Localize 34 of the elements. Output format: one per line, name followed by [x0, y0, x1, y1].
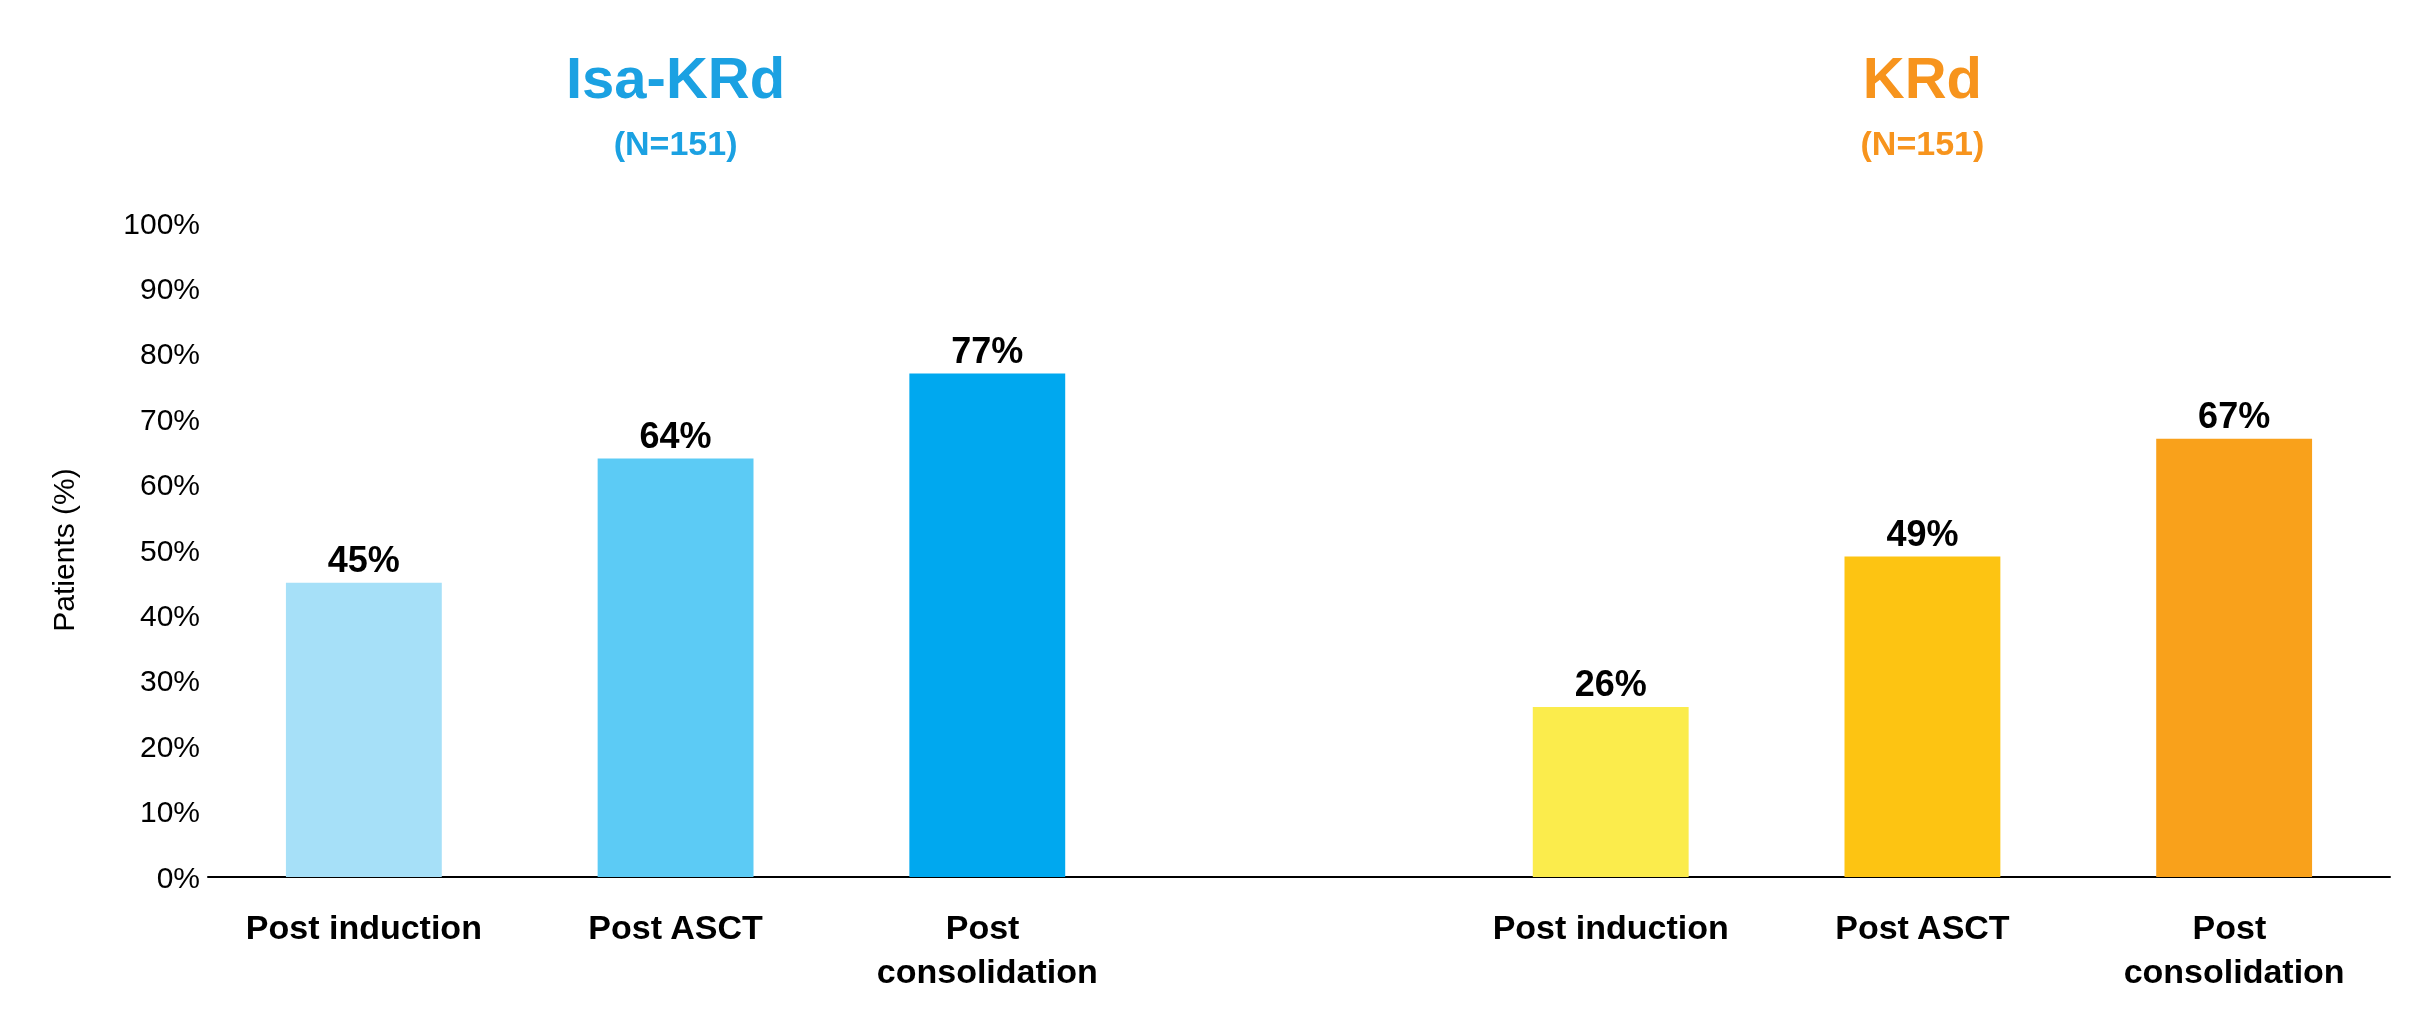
data-label: 45% — [327, 539, 400, 581]
y-tick-label: 30% — [139, 664, 200, 698]
y-tick-label: 20% — [139, 729, 200, 763]
bar — [2156, 438, 2313, 877]
x-tick-label: Post ASCT — [588, 908, 764, 946]
text: Isa-KRd — [565, 44, 786, 110]
data-label: 64% — [639, 414, 712, 456]
data-label: 26% — [1574, 663, 1647, 705]
bar — [1532, 706, 1689, 877]
x-tick-label: Post induction — [1492, 908, 1729, 946]
y-tick-label: 50% — [139, 533, 200, 567]
bar — [1844, 556, 2001, 877]
data-label: 49% — [1886, 513, 1959, 555]
bar — [285, 582, 442, 877]
y-tick-label: 80% — [139, 337, 200, 371]
data-label: 77% — [951, 329, 1024, 371]
y-tick-label: 100% — [123, 206, 200, 240]
x-tick-label: Post consolidation — [2123, 908, 2345, 990]
y-axis-title: Patients (%) — [46, 468, 80, 632]
text: (N=151) — [1860, 124, 1985, 162]
y-tick-label: 10% — [139, 795, 200, 829]
y-tick-label: 90% — [139, 271, 200, 305]
y-tick-label: 70% — [139, 402, 200, 436]
x-tick-label: Post consolidation — [876, 908, 1098, 990]
y-tick-label: 60% — [139, 468, 200, 502]
text: (N=151) — [613, 124, 738, 162]
y-tick-label: 0% — [156, 860, 200, 894]
y-tick-label: 40% — [139, 598, 200, 632]
bar — [597, 458, 754, 877]
x-tick-label: Post induction — [245, 908, 482, 946]
text: KRd — [1862, 44, 1983, 110]
x-tick-label: Post ASCT — [1835, 908, 2010, 946]
bar — [909, 373, 1066, 877]
data-label: 67% — [2198, 395, 2271, 437]
